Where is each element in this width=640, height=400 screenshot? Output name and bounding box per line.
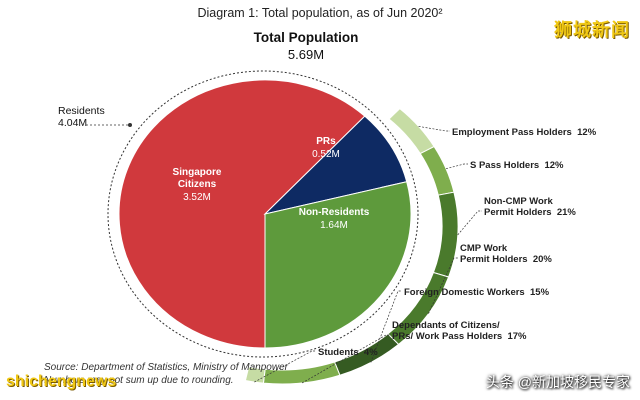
chart-total: 5.69M [287,47,325,62]
prs-label: PRs [316,136,336,147]
non-residents-label: Non-Residents [299,207,370,218]
residents-value: 4.04M [58,117,88,129]
diagram-title: Diagram 1: Total population, as of Jun 2… [197,6,443,20]
ring-segment-7 [244,366,266,384]
leader-line-6 [301,334,390,384]
residents-label: Residents [58,105,105,117]
non-residents-value: 1.64M [320,220,348,231]
breakdown-label-3: Non-CMP Work Permit Holders 21% [484,196,576,218]
source-note: Source: Department of Statistics, Minist… [44,362,288,373]
leader-line-1 [418,126,450,132]
breakdown-label-4: CMP Work Permit Holders 20% [460,243,552,265]
leader-line-5 [370,290,402,363]
breakdown-label-5: Foreign Domestic Workers 15% [404,287,550,298]
leader-line-2 [445,163,468,170]
leader-line-3 [457,210,482,236]
breakdown-label-2: S Pass Holders 12% [470,160,564,171]
breakdown-label-1: Employment Pass Holders 12% [452,127,597,138]
watermark-bottom-left: shichengnews [6,373,117,390]
watermark-top-right: 狮城新闻 [554,20,630,40]
breakdown-label-7: Students 4% [318,347,378,358]
residents-outline [107,70,419,358]
citizens-label-line2: Citizens [178,179,217,190]
ring-segment-3 [432,191,459,278]
leader-line-7 [254,350,316,383]
ring-segment-2 [419,145,455,196]
prs-value: 0.52M [312,149,340,160]
leader-line-4 [428,257,458,314]
citizens-value: 3.52M [183,192,211,203]
breakdown-label-6: Dependants of Citizens/ PRs/ Work Pass H… [392,320,527,342]
chart-title: Total Population [253,30,359,45]
residents-pointer-dot [128,123,132,127]
rounding-note: Numbers may not sum up due to rounding. [44,375,234,386]
slice-non-residents [264,181,412,349]
watermark-bottom-right: 头条 @新加坡移民专家 [485,374,630,390]
citizens-label-line1: Singapore [173,167,222,178]
slice-singapore-citizens [118,79,366,349]
ring-segment-1 [388,107,435,155]
